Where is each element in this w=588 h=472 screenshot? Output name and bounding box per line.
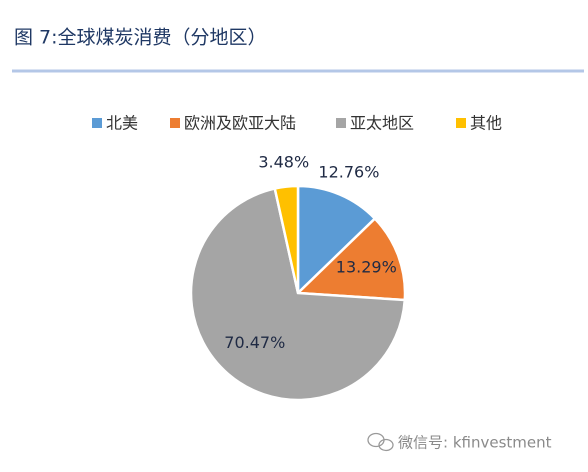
data-label: 13.29% <box>336 257 397 276</box>
pie-slice <box>295 216 407 302</box>
watermark: 微信号: kfinvestment <box>398 434 552 452</box>
legend-label: 亚太地区 <box>350 114 414 133</box>
legend-swatch <box>336 118 346 128</box>
watermark-icon <box>367 432 394 452</box>
chart-title: 图 7:全球煤炭消费（分地区） <box>14 27 267 49</box>
pie-slice <box>296 184 377 296</box>
pie-slice <box>273 184 300 294</box>
legend-label: 其他 <box>470 114 502 133</box>
legend-label: 欧洲及欧亚大陆 <box>184 114 296 133</box>
legend-label: 北美 <box>106 114 138 133</box>
legend-swatch <box>170 118 180 128</box>
data-label: 3.48% <box>258 153 309 172</box>
legend-swatch <box>92 118 102 128</box>
pie-slice <box>189 187 407 402</box>
data-label: 70.47% <box>224 333 285 352</box>
data-label: 12.76% <box>318 162 379 181</box>
legend-swatch <box>456 118 466 128</box>
